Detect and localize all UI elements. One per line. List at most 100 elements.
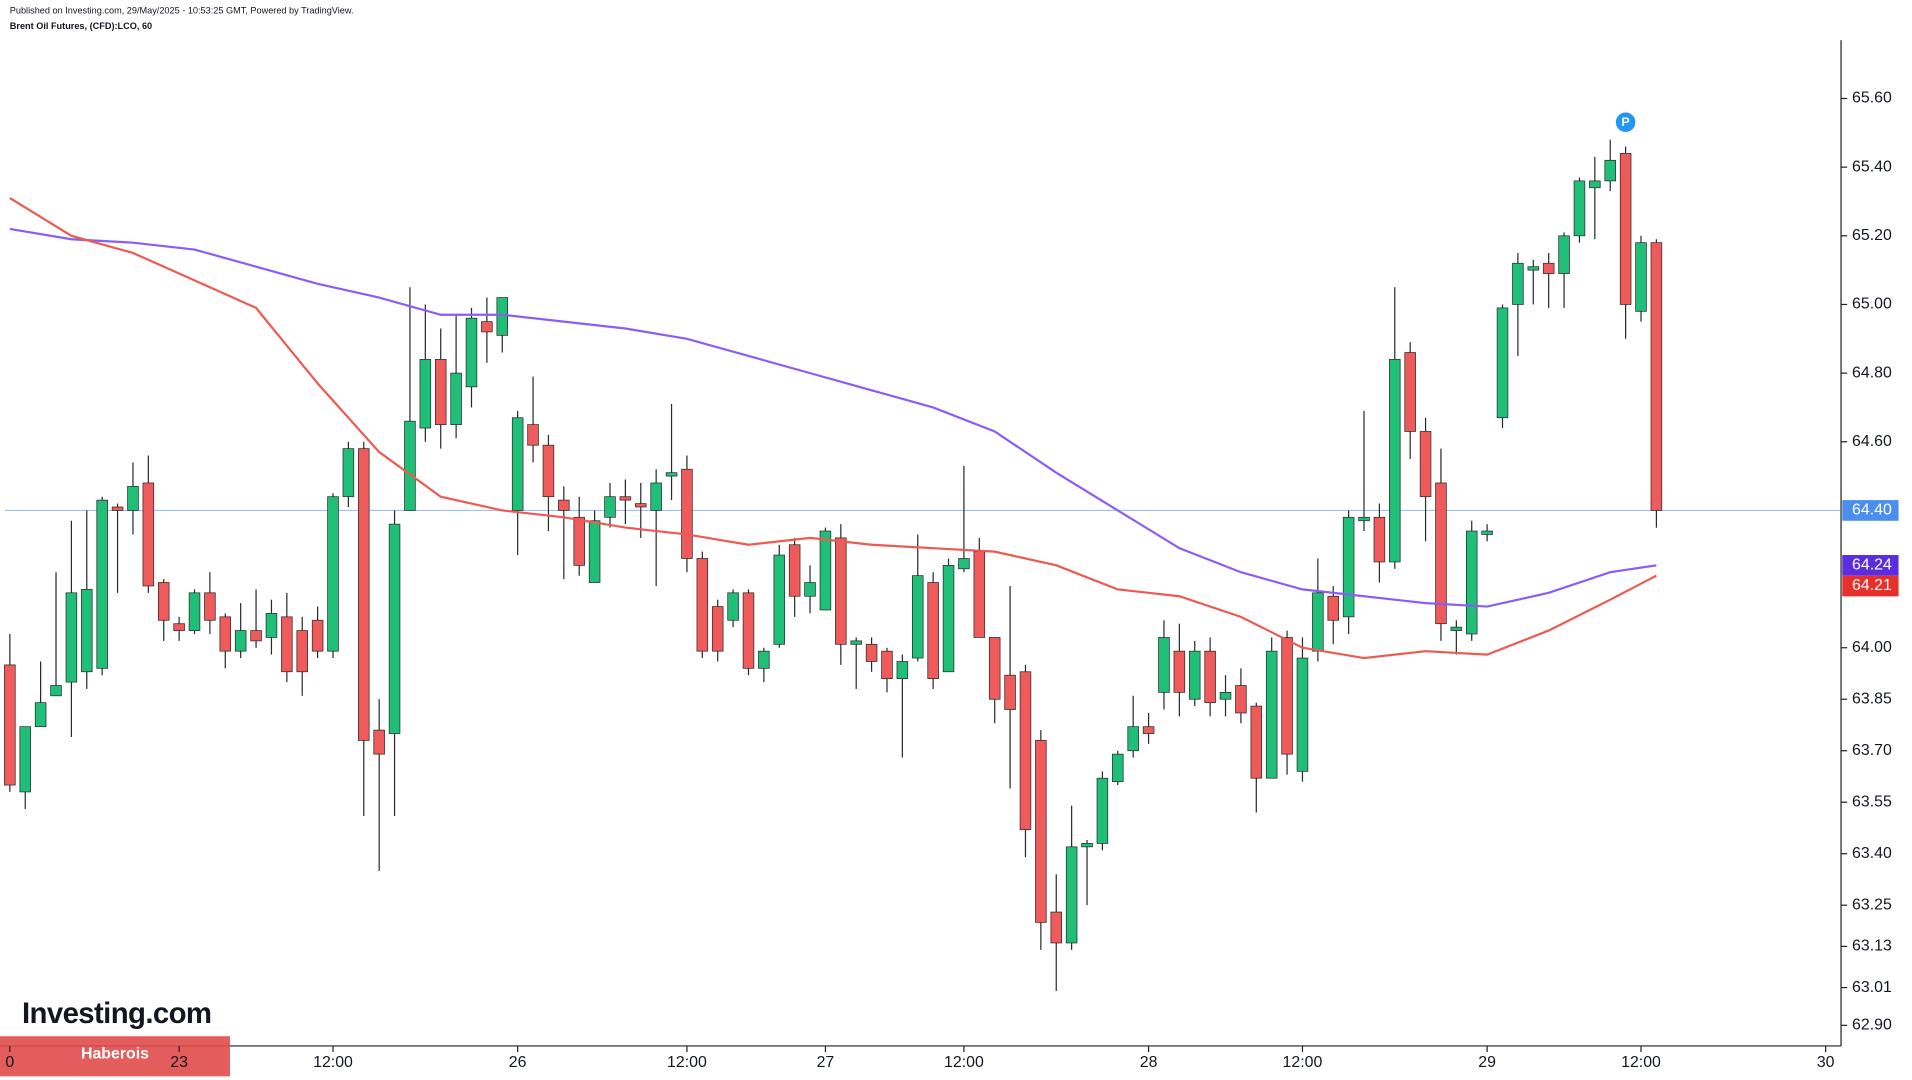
y-tick-label: 63.55 — [1852, 793, 1892, 810]
candle-body — [1542, 262, 1555, 274]
candle-body — [127, 486, 139, 511]
x-tick-label: 27 — [817, 1054, 835, 1071]
candle-body — [650, 482, 662, 511]
x-tick-label: 12:00 — [1621, 1054, 1661, 1071]
candle-body — [758, 650, 770, 669]
candle-body — [1204, 650, 1216, 704]
candle-body — [50, 685, 62, 697]
moving-average — [9, 197, 1657, 660]
candle-body — [311, 619, 324, 652]
candle-body — [434, 359, 447, 425]
y-tick-label: 64.80 — [1852, 364, 1892, 381]
candle-body — [388, 523, 401, 734]
candle-body — [1619, 153, 1632, 305]
candle-body — [1450, 626, 1463, 631]
candle-body — [1635, 242, 1647, 312]
candle-body — [1419, 431, 1432, 498]
candle-body — [4, 664, 16, 786]
y-tick-label: 64.60 — [1852, 433, 1892, 450]
candle-body — [19, 726, 31, 793]
candle-body — [973, 551, 986, 638]
candle-body — [1173, 650, 1186, 693]
candle-body — [157, 582, 170, 621]
candle-body — [542, 444, 555, 498]
candle-body — [1342, 516, 1355, 618]
x-tick-label: 30 — [1817, 1054, 1835, 1071]
candle-body — [34, 702, 47, 728]
price-label-box — [1842, 555, 1899, 576]
y-tick-label: 63.25 — [1852, 896, 1892, 913]
candle-body — [81, 589, 93, 673]
candle-body — [1589, 180, 1601, 189]
candle-body — [1112, 753, 1124, 782]
candle-body — [296, 630, 308, 673]
y-tick-label: 63.85 — [1852, 690, 1892, 707]
candle-body — [881, 650, 893, 680]
candle-body — [65, 592, 78, 683]
candle-body — [1604, 159, 1616, 182]
candle-body — [1281, 637, 1293, 755]
candle-body — [204, 592, 216, 621]
price-label-box — [1842, 500, 1899, 521]
candle-body — [558, 499, 570, 511]
candle-body — [1389, 359, 1401, 563]
candle-body — [188, 592, 201, 631]
y-tick-label: 62.90 — [1852, 1017, 1892, 1034]
candle-body — [1265, 650, 1278, 779]
candle-body — [465, 317, 478, 388]
candle-body — [1435, 482, 1447, 625]
candle-body — [250, 630, 262, 642]
candle-body — [1373, 516, 1386, 563]
candle-body — [619, 496, 632, 501]
x-tick-label: 26 — [509, 1054, 527, 1071]
candle-body — [281, 616, 293, 673]
candle-body — [573, 516, 585, 566]
y-tick-label: 65.20 — [1852, 227, 1892, 244]
candle-body — [1065, 846, 1078, 944]
x-tick-label: 12:00 — [313, 1054, 353, 1071]
watermark-banner — [0, 1036, 230, 1077]
candle-body — [1235, 685, 1247, 714]
candle-body — [1004, 674, 1016, 710]
candle-body — [1158, 637, 1170, 693]
candle-body — [1312, 592, 1324, 652]
candle-body — [1019, 671, 1032, 831]
candle-body — [511, 417, 524, 511]
y-tick-label: 65.40 — [1852, 158, 1892, 175]
candle-body — [988, 637, 1001, 700]
y-tick-label: 65.60 — [1852, 90, 1892, 107]
candle-body — [804, 582, 816, 597]
candle-body — [1573, 180, 1586, 237]
candle-body — [788, 544, 801, 597]
candle-body — [1527, 266, 1540, 271]
candle-body — [927, 582, 939, 680]
candle-body — [358, 448, 370, 741]
candle-body — [373, 729, 385, 755]
candle-body — [711, 606, 724, 652]
candle-body — [1296, 657, 1309, 772]
candle-body — [773, 554, 786, 645]
candle-body — [1465, 530, 1478, 635]
y-tick-label: 64.00 — [1852, 639, 1892, 656]
y-tick-label: 63.01 — [1852, 979, 1892, 996]
moving-average — [9, 227, 1657, 608]
candle-body — [1142, 726, 1155, 734]
candle-body — [173, 623, 185, 631]
candle-body — [604, 496, 616, 518]
published-note: Published on Investing.com, 29/May/2025 … — [10, 5, 354, 15]
candle-body — [588, 520, 601, 583]
y-tick-label: 63.13 — [1852, 938, 1892, 955]
candle-body — [404, 420, 416, 511]
candle-body — [1035, 740, 1047, 923]
candle-body — [1327, 595, 1339, 621]
candle-body — [850, 640, 862, 645]
candle-body — [1250, 705, 1263, 779]
candle-body — [96, 499, 108, 669]
candle-body — [1404, 352, 1416, 432]
candle-body — [450, 372, 462, 425]
candle-body — [496, 297, 509, 336]
candle-body — [958, 558, 970, 570]
price-label: 64.24 — [1852, 557, 1892, 574]
